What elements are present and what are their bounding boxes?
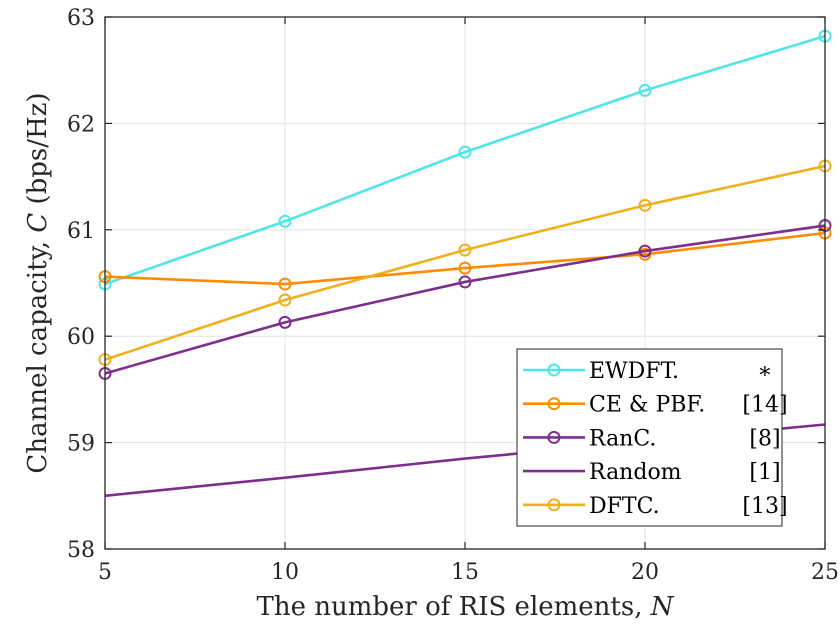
series-line [104,231,826,286]
y-tick-label: 62 [67,112,95,137]
x-axis-variable: N [650,592,675,622]
data-point [278,315,292,329]
legend-entry: Random [1] [523,460,781,485]
axis-ticks: 5 10 15 20 25 58 59 60 61 62 63 [67,6,839,585]
legend-reference: [13] [742,494,787,519]
data-point [278,277,292,291]
legend-label: RanC. [589,426,656,451]
data-point [278,214,292,228]
data-point [638,83,652,97]
legend-entry: DFTC. [13] [523,494,788,519]
legend-marker [547,430,561,444]
y-axis-label: Channel capacity, C (bps/Hz) [23,92,53,473]
y-tick-label: 63 [67,6,95,31]
x-axis-label: The number of RIS elements, N [256,592,674,622]
legend-marker [547,397,561,411]
series-line [104,34,826,286]
legend-label: CE & PBF. [589,393,705,418]
data-point [458,145,472,159]
legend-reference: [14] [742,393,787,418]
x-tick-label: 15 [451,560,479,585]
data-point [458,275,472,289]
legend-reference: ∗ [758,359,773,384]
data-point [638,244,652,258]
series-line [104,164,826,361]
legend-entry: RanC. [8] [523,426,781,451]
legend: EWDFT. ∗ CE & PBF. [14] RanC. [8] Random [1] DFT… [516,348,788,527]
x-tick-label: 20 [631,560,659,585]
y-axis-variable: C [23,213,53,233]
y-tick-label: 61 [67,219,95,244]
legend-label: Random [589,460,682,485]
x-tick-label: 25 [811,560,839,585]
legend-label: DFTC. [589,494,660,519]
x-tick-label: 10 [271,560,299,585]
x-tick-label: 5 [98,560,112,585]
legend-reference: [8] [749,426,780,451]
data-point [638,198,652,212]
legend-entry: CE & PBF. [14] [523,393,788,418]
series-line [104,224,826,375]
y-tick-label: 58 [67,538,95,563]
data-point [458,243,472,257]
legend-marker [547,498,561,512]
data-point [458,261,472,275]
legend-label: EWDFT. [589,359,679,384]
legend-marker [547,363,561,377]
data-point [278,293,292,307]
y-tick-label: 60 [67,325,95,350]
y-tick-label: 59 [67,432,95,457]
legend-reference: [1] [749,460,780,485]
legend-entry: EWDFT. ∗ [523,359,772,384]
